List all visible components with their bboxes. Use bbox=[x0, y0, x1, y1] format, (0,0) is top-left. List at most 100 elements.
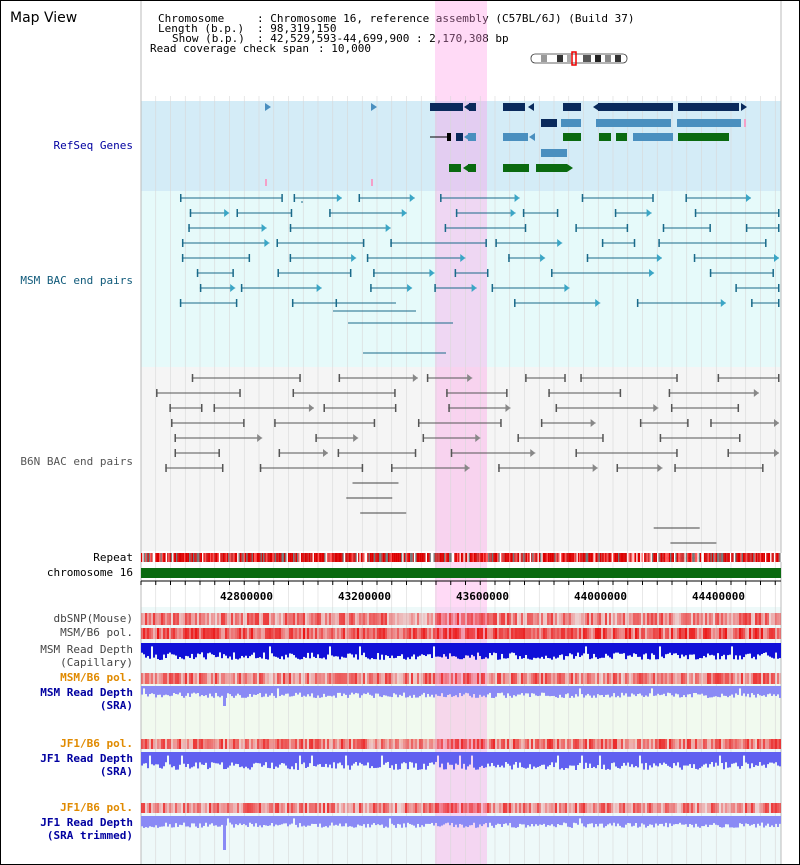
read-depth-bin bbox=[427, 816, 429, 824]
track-label-msm-b6-pol-2[interactable]: MSM/B6 pol. bbox=[60, 671, 133, 684]
repeat-element bbox=[690, 553, 693, 562]
read-depth-bin bbox=[185, 643, 187, 656]
read-depth-bin bbox=[749, 816, 751, 826]
read-depth-bin bbox=[153, 643, 155, 658]
read-depth-bin bbox=[347, 643, 349, 654]
polymorphism-bin bbox=[491, 673, 493, 684]
polymorphism-bin bbox=[229, 803, 231, 813]
track-label-jf1-read-sra[interactable]: JF1 Read Depth bbox=[40, 752, 133, 765]
polymorphism-bin bbox=[259, 613, 261, 625]
polymorphism-bin bbox=[181, 739, 183, 749]
polymorphism-bin bbox=[295, 613, 297, 625]
read-depth-bin bbox=[569, 643, 571, 654]
polymorphism-bin bbox=[711, 613, 713, 625]
read-depth-bin bbox=[167, 752, 169, 756]
polymorphism-bin bbox=[391, 628, 393, 639]
polymorphism-bin bbox=[567, 628, 569, 639]
polymorphism-bin bbox=[581, 613, 583, 625]
polymorphism-bin bbox=[185, 628, 187, 639]
polymorphism-bin bbox=[183, 673, 185, 684]
repeat-element bbox=[732, 553, 734, 562]
read-depth-bin bbox=[633, 686, 635, 695]
polymorphism-bin bbox=[163, 739, 165, 749]
polymorphism-bin bbox=[581, 803, 583, 813]
polymorphism-bin bbox=[613, 628, 615, 639]
track-label-msm-read-sra[interactable]: MSM Read Depth bbox=[40, 686, 133, 699]
read-depth-bin bbox=[195, 643, 197, 658]
read-depth-bin bbox=[605, 643, 607, 654]
polymorphism-bin bbox=[645, 739, 647, 749]
polymorphism-bin bbox=[597, 613, 599, 625]
track-label-jf1-trimmed[interactable]: JF1 Read Depth bbox=[40, 816, 133, 829]
bac-end-marker bbox=[276, 239, 278, 247]
track-label-b6n-bac[interactable]: B6N BAC end pairs bbox=[20, 455, 133, 468]
polymorphism-bin bbox=[667, 739, 669, 749]
repeat-element bbox=[256, 553, 259, 562]
track-label-msm-b6-pol[interactable]: MSM/B6 pol. bbox=[60, 626, 133, 639]
polymorphism-bin bbox=[401, 673, 403, 684]
track-label-jf1-pol[interactable]: JF1/B6 pol. bbox=[60, 737, 133, 750]
polymorphism-bin bbox=[413, 803, 415, 813]
polymorphism-bin bbox=[553, 673, 555, 684]
polymorphism-bin bbox=[565, 739, 567, 749]
polymorphism-bin bbox=[721, 613, 723, 625]
repeat-element bbox=[287, 553, 290, 562]
read-depth-bin bbox=[297, 686, 299, 695]
repeat-element bbox=[403, 553, 405, 562]
polymorphism-bin bbox=[523, 739, 525, 749]
repeat-element bbox=[711, 553, 714, 562]
polymorphism-bin bbox=[407, 739, 409, 749]
polymorphism-bin bbox=[533, 673, 535, 684]
read-depth-bin bbox=[665, 816, 667, 823]
repeat-element bbox=[463, 553, 465, 562]
polymorphism-bin bbox=[143, 673, 145, 684]
read-depth-bin bbox=[697, 686, 699, 695]
bac-end-marker bbox=[636, 299, 639, 307]
polymorphism-bin bbox=[605, 613, 607, 625]
read-depth-bin bbox=[461, 752, 463, 769]
polymorphism-bin bbox=[377, 739, 379, 749]
read-depth-bin bbox=[777, 752, 779, 766]
polymorphism-bin bbox=[615, 673, 617, 684]
polymorphism-bin bbox=[273, 803, 275, 813]
repeat-element bbox=[727, 553, 729, 562]
repeat-element bbox=[174, 553, 177, 562]
polymorphism-bin bbox=[349, 739, 351, 749]
polymorphism-bin bbox=[419, 803, 421, 813]
polymorphism-bin bbox=[677, 613, 679, 625]
track-label-msm-bac[interactable]: MSM BAC end pairs bbox=[20, 274, 133, 287]
repeat-element bbox=[451, 553, 454, 562]
read-depth-bin bbox=[633, 643, 635, 654]
read-depth-bin bbox=[679, 686, 681, 698]
polymorphism-bin bbox=[721, 628, 723, 639]
polymorphism-bin bbox=[725, 673, 727, 684]
track-label-repeat[interactable]: Repeat bbox=[93, 551, 133, 564]
polymorphism-bin bbox=[739, 803, 741, 813]
polymorphism-bin bbox=[507, 739, 509, 749]
repeat-element bbox=[323, 553, 325, 562]
polymorphism-bin bbox=[389, 739, 391, 749]
polymorphism-bin bbox=[365, 673, 367, 684]
repeat-element bbox=[731, 553, 733, 562]
polymorphism-bin bbox=[461, 673, 463, 684]
polymorphism-bin bbox=[463, 803, 465, 813]
bac-end-arrow bbox=[401, 209, 407, 217]
read-depth-bin bbox=[391, 686, 393, 698]
repeat-element bbox=[352, 553, 355, 562]
track-label-msm-read-capillary[interactable]: MSM Read Depth bbox=[40, 643, 133, 656]
polymorphism-bin bbox=[643, 613, 645, 625]
polymorphism-bin bbox=[407, 803, 409, 813]
bac-end-marker bbox=[581, 194, 584, 202]
polymorphism-bin bbox=[397, 673, 399, 684]
repeat-element bbox=[713, 553, 715, 562]
read-depth-bin bbox=[509, 686, 511, 696]
track-label-jf1-pol-2[interactable]: JF1/B6 pol. bbox=[60, 801, 133, 814]
read-depth-bin bbox=[569, 686, 571, 698]
read-depth-bin bbox=[645, 643, 647, 654]
read-depth-bin bbox=[337, 816, 339, 826]
track-label-refseq[interactable]: RefSeq Genes bbox=[53, 139, 133, 152]
track-label-dbsnp[interactable]: dbSNP(Mouse) bbox=[53, 612, 133, 625]
polymorphism-bin bbox=[539, 673, 541, 684]
polymorphism-bin bbox=[469, 673, 471, 684]
